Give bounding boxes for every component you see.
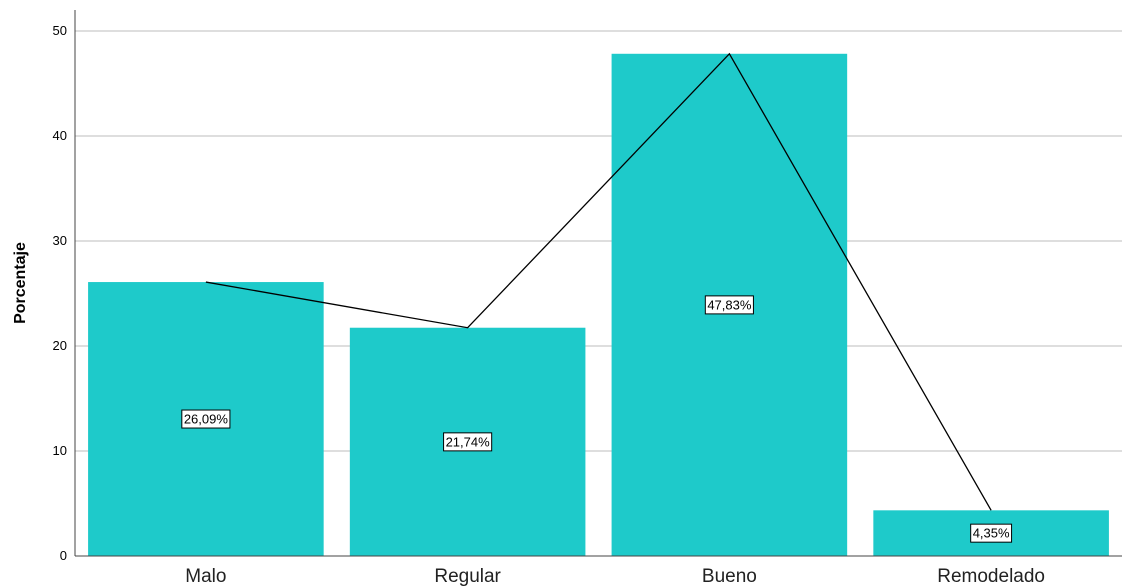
x-category-label: Bueno — [702, 566, 757, 587]
y-axis-title: Porcentaje — [12, 242, 29, 324]
data-label: 21,74% — [443, 432, 493, 452]
y-tick-label: 30 — [53, 233, 67, 248]
y-tick-label: 40 — [53, 128, 67, 143]
x-category-label: Regular — [434, 566, 501, 587]
data-label-box — [970, 523, 1013, 543]
y-tick-labels: 0 10 20 30 40 50 — [53, 23, 67, 563]
y-tick-label: 0 — [60, 548, 67, 563]
line-overlay — [205, 52, 992, 511]
data-label-box — [181, 409, 231, 429]
y-tick-label: 20 — [53, 338, 67, 353]
x-category-label: Malo — [185, 566, 226, 587]
y-tick-label: 10 — [53, 443, 67, 458]
axes — [74, 10, 1122, 557]
x-category-label: Remodelado — [937, 566, 1045, 587]
data-label-text: 26,09% — [184, 412, 229, 427]
data-label-text: 4,35% — [973, 526, 1010, 541]
bars — [88, 53, 1109, 556]
data-label-box — [704, 295, 754, 315]
data-label: 4,35% — [970, 523, 1013, 543]
data-label: 26,09% — [181, 409, 231, 429]
data-label: 47,83% — [704, 295, 754, 315]
data-label-box — [443, 432, 493, 452]
y-tick-label: 50 — [53, 23, 67, 38]
data-label-text: 21,74% — [446, 434, 491, 449]
data-label-text: 47,83% — [707, 297, 752, 312]
x-category-labels: Malo Regular Bueno Remodelado — [185, 566, 1045, 587]
data-labels: 26,09% 21,74% 47,83% 4,35% — [181, 295, 1013, 543]
percentage-line — [205, 52, 992, 511]
